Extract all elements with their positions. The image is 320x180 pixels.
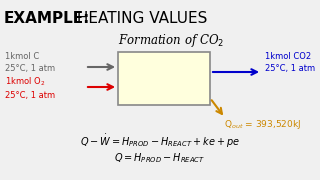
Text: $Q - \dot{W} = H_{PROD} - H_{REACT} + ke + pe$: $Q - \dot{W} = H_{PROD} - H_{REACT} + ke… — [80, 133, 240, 150]
Text: EXAMPLE:: EXAMPLE: — [4, 11, 90, 26]
Text: 1kmol CO2
25°C, 1 atm: 1kmol CO2 25°C, 1 atm — [265, 52, 315, 73]
Text: Q$_{out}$ = 393,520kJ: Q$_{out}$ = 393,520kJ — [224, 118, 301, 131]
Text: 1kmol O$_2$
25°C, 1 atm: 1kmol O$_2$ 25°C, 1 atm — [5, 76, 55, 100]
Text: HEATING VALUES: HEATING VALUES — [72, 11, 207, 26]
Text: 1kmol C
25°C, 1 atm: 1kmol C 25°C, 1 atm — [5, 52, 55, 73]
Bar — [118, 52, 210, 105]
Text: $Q = H_{PROD} - H_{REACT}$: $Q = H_{PROD} - H_{REACT}$ — [115, 151, 205, 165]
Text: Formation of CO$_2$: Formation of CO$_2$ — [118, 32, 224, 49]
